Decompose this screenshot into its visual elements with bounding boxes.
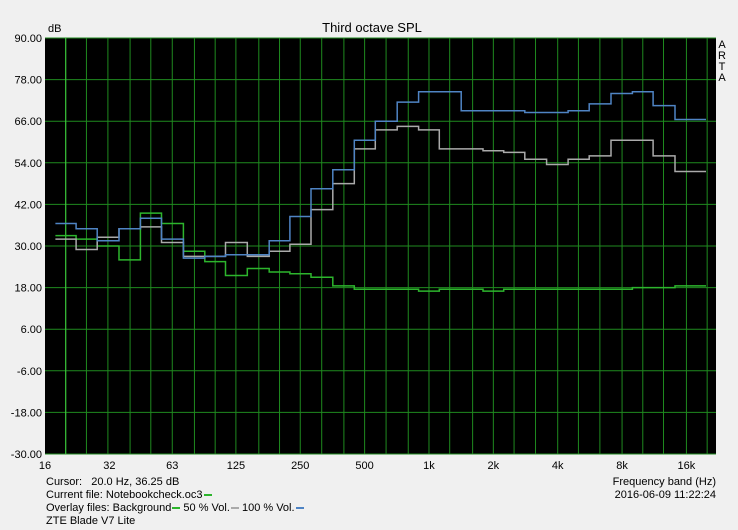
series-line bbox=[55, 90, 706, 259]
overlay-100: 100 % Vol. bbox=[241, 502, 295, 514]
x-tick-label: 32 bbox=[103, 460, 115, 472]
overlay-background: Overlay files: Background bbox=[46, 502, 172, 514]
side-letter: T bbox=[719, 61, 726, 73]
side-letter: A bbox=[718, 72, 726, 84]
y-tick-label: -18.00 bbox=[11, 407, 42, 419]
cursor-value: 20.0 Hz, 36.25 dB bbox=[91, 476, 180, 488]
chart-title: Third octave SPL bbox=[322, 20, 422, 35]
current-file-swatch bbox=[203, 494, 212, 497]
x-tick-label: 4k bbox=[552, 460, 564, 472]
background-swatch bbox=[172, 507, 181, 510]
y-axis-label: dB bbox=[48, 23, 61, 35]
x-tick-label: 1k bbox=[423, 460, 435, 472]
y-tick-label: 42.00 bbox=[14, 199, 42, 211]
y-tick-label: 30.00 bbox=[14, 241, 42, 253]
cursor-readout: Cursor: 20.0 Hz, 36.25 dB bbox=[46, 476, 179, 489]
current-file: Current file: Notebookcheck.oc3 bbox=[46, 489, 203, 501]
device-name: ZTE Blade V7 Lite bbox=[46, 515, 136, 527]
y-tick-label: 54.00 bbox=[14, 158, 42, 170]
overlay-50: 50 % Vol. bbox=[183, 502, 230, 514]
y-tick-label: -30.00 bbox=[11, 449, 42, 461]
y-tick-label: 6.00 bbox=[21, 324, 42, 336]
y-tick-label: 78.00 bbox=[14, 75, 42, 87]
y-tick-label: -6.00 bbox=[17, 366, 42, 378]
y-tick-label: 90.00 bbox=[14, 33, 42, 45]
timestamp: 2016-06-09 11:22:24 bbox=[614, 489, 716, 501]
cursor-label: Cursor: bbox=[46, 476, 83, 488]
vol100-swatch bbox=[295, 507, 304, 510]
y-tick-labels: 90.00 78.00 66.00 54.00 42.00 30.00 18.00 6.00 -… bbox=[11, 33, 42, 461]
x-tick-label: 2k bbox=[488, 460, 500, 472]
grid-lines bbox=[45, 37, 716, 455]
overlay-files-line: Overlay files: Background 50 % Vol. 100 … bbox=[46, 502, 304, 515]
x-tick-label: 250 bbox=[291, 460, 309, 472]
x-tick-label: 125 bbox=[227, 460, 245, 472]
x-tick-label: 63 bbox=[166, 460, 178, 472]
x-tick-label: 500 bbox=[355, 460, 373, 472]
side-letter: R bbox=[718, 50, 726, 62]
x-axis-label: Frequency band (Hz) bbox=[612, 476, 716, 488]
series-lines bbox=[55, 90, 706, 292]
y-tick-label: 66.00 bbox=[14, 116, 42, 128]
series-line bbox=[55, 212, 706, 292]
y-tick-label: 18.00 bbox=[14, 283, 42, 295]
vol50-swatch bbox=[230, 507, 239, 510]
x-tick-labels: 16 32 63 125 250 500 1k 2k 4k 8k 16k bbox=[39, 460, 696, 472]
side-letter: A bbox=[718, 39, 726, 51]
x-tick-label: 16 bbox=[39, 460, 51, 472]
current-file-line: Current file: Notebookcheck.oc3 bbox=[46, 489, 212, 502]
x-tick-label: 8k bbox=[616, 460, 628, 472]
x-tick-label: 16k bbox=[678, 460, 696, 472]
